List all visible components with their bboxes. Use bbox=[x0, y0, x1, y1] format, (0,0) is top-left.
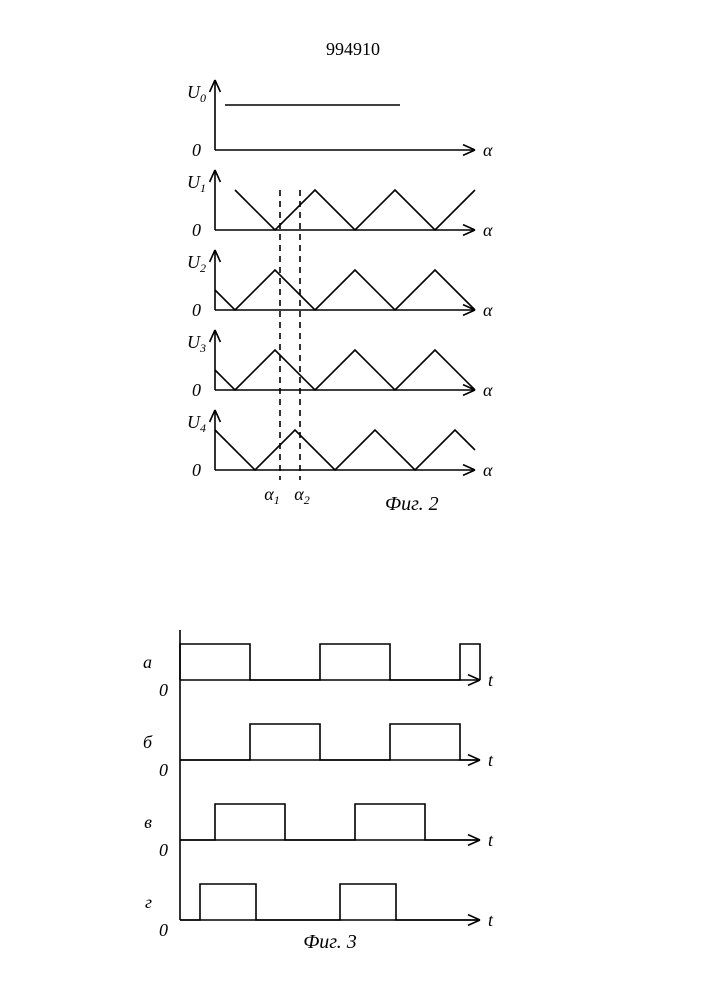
svg-text:α: α bbox=[483, 300, 493, 320]
svg-text:α2: α2 bbox=[294, 484, 309, 507]
svg-text:в: в bbox=[144, 812, 152, 832]
svg-text:0: 0 bbox=[192, 140, 201, 160]
svg-text:г: г bbox=[145, 892, 152, 912]
svg-text:994910: 994910 bbox=[326, 39, 380, 59]
svg-text:t: t bbox=[488, 830, 494, 850]
svg-text:0: 0 bbox=[159, 840, 168, 860]
figure-canvas: 994910α0U0α0U1α0U2α0U3α0U4α1α2Фиг. 2t0аt… bbox=[0, 0, 707, 1000]
svg-text:Фиг. 3: Фиг. 3 bbox=[303, 931, 357, 953]
svg-text:α: α bbox=[483, 140, 493, 160]
svg-text:Фиг. 2: Фиг. 2 bbox=[385, 493, 439, 515]
svg-text:0: 0 bbox=[192, 300, 201, 320]
svg-text:U3: U3 bbox=[187, 332, 206, 355]
svg-text:0: 0 bbox=[192, 220, 201, 240]
svg-text:t: t bbox=[488, 750, 494, 770]
svg-text:U2: U2 bbox=[187, 252, 206, 275]
svg-text:α: α bbox=[483, 460, 493, 480]
svg-text:0: 0 bbox=[159, 920, 168, 940]
svg-text:t: t bbox=[488, 910, 494, 930]
svg-text:U1: U1 bbox=[187, 172, 206, 195]
svg-text:U4: U4 bbox=[187, 412, 206, 435]
svg-text:0: 0 bbox=[192, 460, 201, 480]
svg-text:а: а bbox=[143, 652, 152, 672]
svg-text:α: α bbox=[483, 220, 493, 240]
svg-text:0: 0 bbox=[192, 380, 201, 400]
svg-text:t: t bbox=[488, 670, 494, 690]
svg-text:0: 0 bbox=[159, 680, 168, 700]
svg-text:α: α bbox=[483, 380, 493, 400]
svg-text:α1: α1 bbox=[264, 484, 279, 507]
svg-text:U0: U0 bbox=[187, 82, 206, 105]
svg-text:0: 0 bbox=[159, 760, 168, 780]
svg-text:б: б bbox=[143, 732, 153, 752]
